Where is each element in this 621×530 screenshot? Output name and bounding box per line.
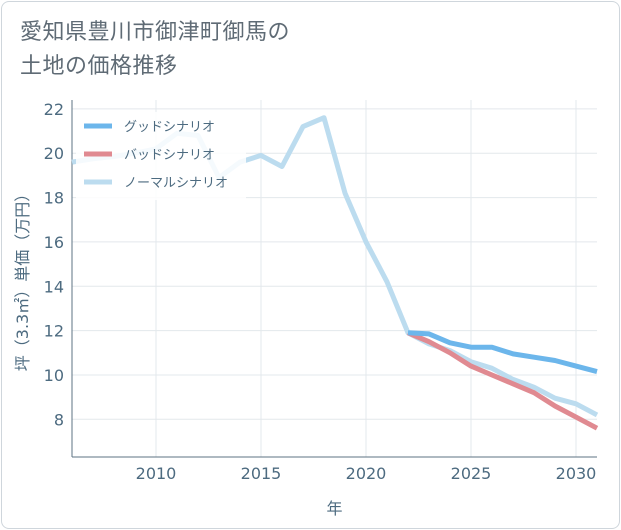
title-line-1: 愛知県豊川市御津町御馬の xyxy=(20,20,291,45)
y-tick-label: 8 xyxy=(54,410,64,429)
series-line-1 xyxy=(407,330,598,375)
y-tick-label: 20 xyxy=(44,144,64,163)
x-tick-label: 2025 xyxy=(451,464,492,483)
legend-label-3: ノーマルシナリオ xyxy=(124,176,228,191)
tick-labels: 8 10 12 14 16 18 20 22 2010 2015 2020 2025 2030 xyxy=(44,100,597,483)
x-tick-label: 2020 xyxy=(346,464,387,483)
x-tick-label: 2030 xyxy=(556,464,597,483)
y-axis-label: 坪（3.3㎡）単価（万円） xyxy=(13,186,32,371)
y-tick-label: 16 xyxy=(44,233,64,252)
y-tick-label: 18 xyxy=(44,189,64,208)
legend-label-1: グッドシナリオ xyxy=(124,120,215,135)
plot-frame xyxy=(71,100,597,458)
chart-title: 愛知県豊川市御津町御馬の 土地の価格推移 xyxy=(20,16,290,84)
y-tick-label: 12 xyxy=(44,322,64,341)
title-line-2: 土地の価格推移 xyxy=(20,54,178,79)
y-tick-label: 14 xyxy=(44,277,64,296)
series-line-2 xyxy=(407,330,599,431)
legend-label-2: バッドシナリオ xyxy=(124,148,215,163)
x-tick-label: 2015 xyxy=(241,464,282,483)
x-axis-label: 年 xyxy=(326,499,342,518)
y-tick-label: 10 xyxy=(44,366,64,385)
y-tick-label: 22 xyxy=(44,100,64,119)
x-tick-label: 2010 xyxy=(136,464,177,483)
